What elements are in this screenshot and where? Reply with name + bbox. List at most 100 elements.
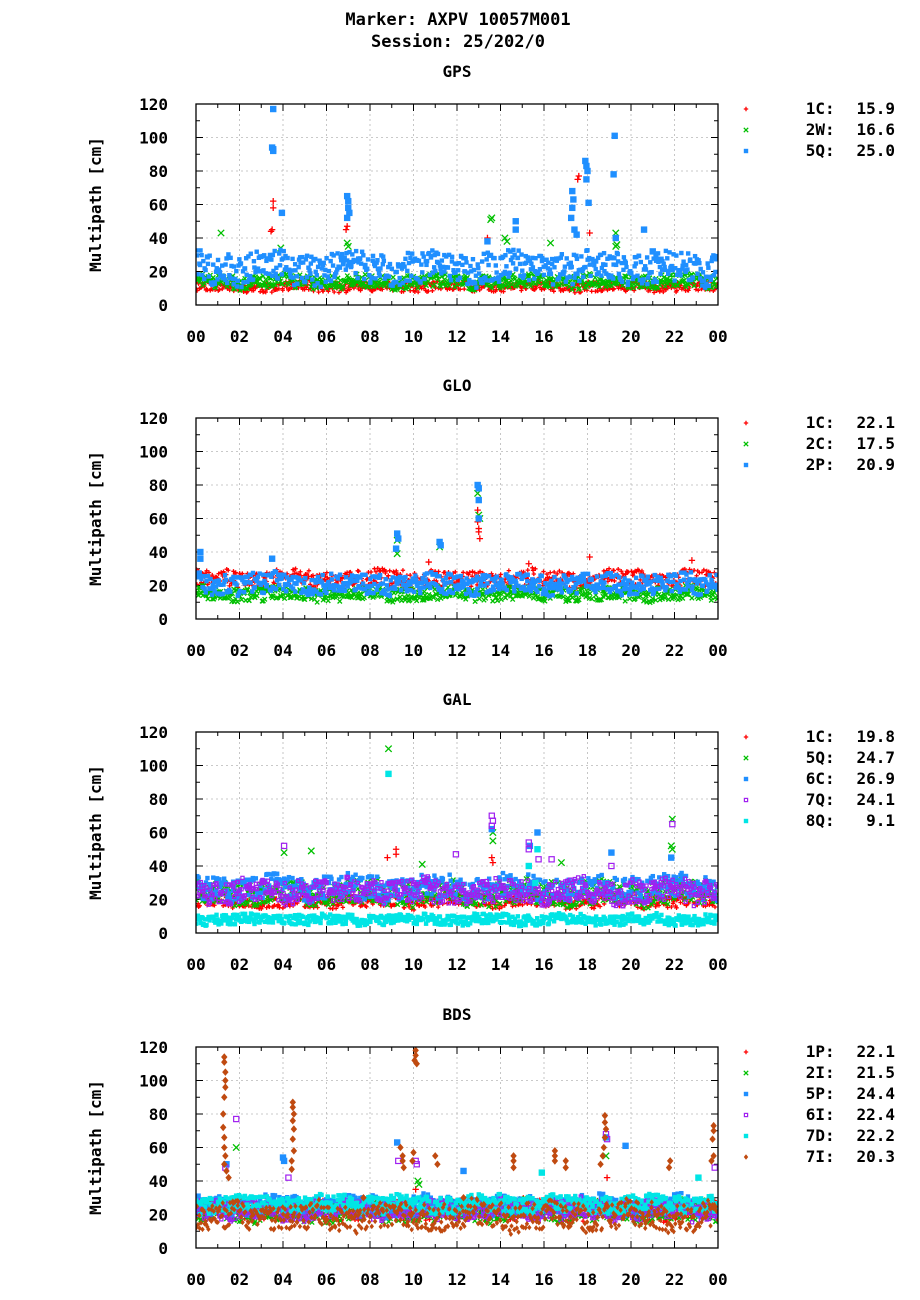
gps-5q-outlier-point — [512, 218, 519, 225]
gps-x-tick-label: 08 — [360, 327, 379, 346]
gps-5q-point — [637, 277, 643, 283]
gps-5q-point — [636, 253, 642, 259]
gps-5q-outlier-point — [583, 162, 590, 170]
gps-5q-point — [609, 273, 614, 278]
glo-2p-point — [457, 583, 463, 588]
gal-x-tick-label: 16 — [534, 955, 553, 974]
glo-1c-point — [460, 570, 466, 575]
glo-2p-point — [252, 585, 258, 590]
gps-5q-point — [473, 280, 478, 286]
gps-5q-point — [655, 251, 661, 256]
glo-2p-point — [283, 582, 288, 588]
gps-1c-outlier-point — [342, 226, 350, 233]
glo-2p-point — [563, 584, 568, 589]
gps-5q-point — [460, 262, 465, 268]
glo-2p-point — [645, 574, 650, 579]
gps-5q-outlier-point — [585, 199, 592, 207]
glo-2p-point — [345, 584, 350, 589]
glo-2p-point — [314, 589, 319, 594]
gps-5q-point — [326, 268, 332, 274]
glo-2p-point — [525, 572, 530, 578]
glo-2p-point — [241, 590, 247, 595]
glo-1c-point — [606, 566, 612, 571]
glo-2p-point — [613, 584, 619, 590]
glo-2c-point — [587, 590, 593, 597]
glo-2p-point — [586, 583, 591, 589]
gps-5q-point — [373, 276, 378, 281]
gps-5q-point — [588, 273, 593, 279]
glo-2p-point — [421, 585, 427, 590]
gps-5q-point — [439, 271, 444, 276]
gps-5q-point — [376, 270, 382, 276]
gps-5q-point — [271, 268, 276, 274]
glo-2p-point — [413, 573, 418, 578]
gps-2w-point — [536, 280, 542, 286]
glo-2p-point — [585, 571, 591, 577]
gps-5q-point — [706, 283, 711, 289]
gps-2w-point — [675, 282, 681, 289]
gps-5q-point — [533, 256, 538, 261]
glo-1c-point — [541, 569, 546, 574]
gps-5q-point — [278, 247, 283, 253]
gps-5q-point — [196, 272, 200, 277]
gps-1c-outlier-point — [270, 204, 277, 212]
glo-2p-point — [516, 583, 521, 589]
glo-2p-point — [384, 583, 390, 588]
glo-2p-point — [216, 578, 222, 583]
gps-5q-point — [451, 267, 456, 273]
glo-2p-point — [693, 591, 699, 597]
gps-5q-point — [660, 258, 665, 264]
glo-y-tick-label: 0 — [158, 610, 168, 629]
gps-5q-point — [304, 274, 310, 280]
gps-1c-point — [284, 284, 289, 290]
glo-2p-point — [401, 577, 407, 583]
glo-2p-point — [635, 585, 640, 590]
glo-2p-point — [655, 574, 660, 580]
glo-2c-point — [476, 596, 483, 602]
glo-2p-point — [442, 582, 447, 587]
glo-x-tick-label: 00 — [186, 641, 205, 660]
glo-2p-point — [472, 593, 477, 598]
glo-2p-point — [202, 586, 207, 591]
gal-1c-point — [502, 903, 507, 908]
gps-5q-point — [344, 250, 349, 256]
glo-2p-point — [250, 570, 256, 576]
gps-5q-point — [485, 250, 490, 255]
glo-1c-point — [555, 571, 560, 577]
glo-2p-point — [570, 576, 576, 582]
gps-1c-point — [430, 288, 435, 294]
gps-5q-point — [347, 259, 352, 265]
gps-5q-point — [526, 277, 532, 283]
gps-x-tick-label: 12 — [447, 327, 466, 346]
glo-2p-point — [510, 579, 515, 584]
glo-2p-point — [700, 583, 706, 589]
glo-2p-outlier-point — [268, 555, 276, 562]
gps-5q-point — [606, 275, 612, 280]
glo-2p-point — [476, 592, 481, 597]
glo-2p-point — [609, 586, 615, 592]
glo-2p-point — [443, 575, 449, 580]
glo-1c-point — [466, 572, 471, 577]
glo-2c-point — [397, 594, 403, 600]
gps-5q-point — [484, 257, 489, 262]
glo-2p-point — [404, 589, 410, 594]
gps-5q-point — [408, 273, 414, 278]
gps-2w-legend-rms: 16.6 — [856, 120, 895, 139]
glo-1c-point — [226, 568, 231, 573]
glo-2c-point — [287, 594, 293, 601]
gps-5q-point — [270, 252, 276, 258]
gps-2w-legend-colon: : — [825, 120, 835, 139]
glo-2p-point — [408, 582, 413, 587]
gps-5q-point — [244, 272, 249, 278]
glo-2p-point — [321, 583, 326, 588]
glo-2p-point — [371, 590, 376, 596]
gps-5q-point — [196, 253, 200, 258]
glo-2p-point — [651, 590, 657, 595]
glo-2p-point — [522, 573, 527, 578]
gps-5q-point — [564, 256, 569, 261]
glo-2p-point — [307, 588, 313, 593]
glo-1c-outlier-point — [475, 528, 482, 536]
gps-5q-point — [462, 269, 468, 274]
glo-2p-point — [710, 581, 715, 586]
glo-2p-point — [354, 574, 359, 579]
